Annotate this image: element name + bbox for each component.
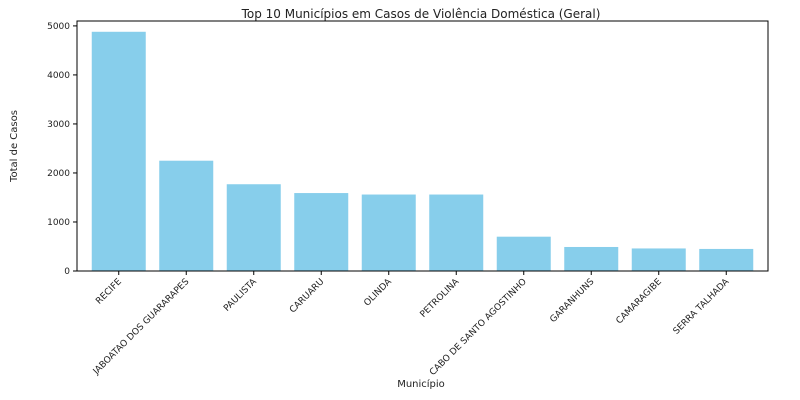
x-axis-label: Município bbox=[397, 378, 445, 390]
bars-group bbox=[91, 31, 754, 271]
bar-serra-talhada bbox=[699, 248, 754, 271]
x-tick-label: RECIFE bbox=[94, 277, 124, 307]
y-tick-label: 2000 bbox=[47, 169, 70, 179]
bar-garanhuns bbox=[564, 246, 619, 271]
y-tick-label: 5000 bbox=[47, 22, 70, 32]
x-tick-label: PAULISTA bbox=[222, 276, 259, 313]
y-tick-label: 4000 bbox=[47, 71, 70, 81]
x-tick-label: GARANHUNS bbox=[548, 277, 596, 325]
bar-olinda bbox=[361, 194, 416, 271]
y-axis: 0 1000 2000 3000 4000 5000 bbox=[47, 22, 77, 277]
bar-recife bbox=[91, 31, 146, 271]
x-tick-label: SERRA TALHADA bbox=[672, 276, 732, 336]
y-tick-label: 1000 bbox=[47, 218, 70, 228]
x-tick-label: CAMARAGIBE bbox=[615, 277, 665, 327]
y-axis-label: Total de Casos bbox=[9, 110, 20, 183]
plot-frame bbox=[76, 20, 769, 272]
bar-paulista bbox=[226, 184, 281, 271]
x-tick-label: CARUARU bbox=[288, 277, 326, 315]
x-tick-label: OLINDA bbox=[362, 276, 394, 308]
bar-camaragibe bbox=[631, 248, 686, 271]
x-tick-label: PETROLINA bbox=[419, 276, 462, 319]
y-tick-label: 3000 bbox=[47, 120, 70, 130]
chart-title: Top 10 Municípios em Casos de Violência … bbox=[241, 7, 601, 21]
bar-cabo-de-santo-agostinho bbox=[496, 236, 551, 271]
bar-jaboatao-dos-guararapes bbox=[159, 160, 214, 271]
y-tick-label: 0 bbox=[64, 267, 70, 277]
bar-caruaru bbox=[294, 193, 349, 271]
bar-petrolina bbox=[429, 194, 484, 271]
